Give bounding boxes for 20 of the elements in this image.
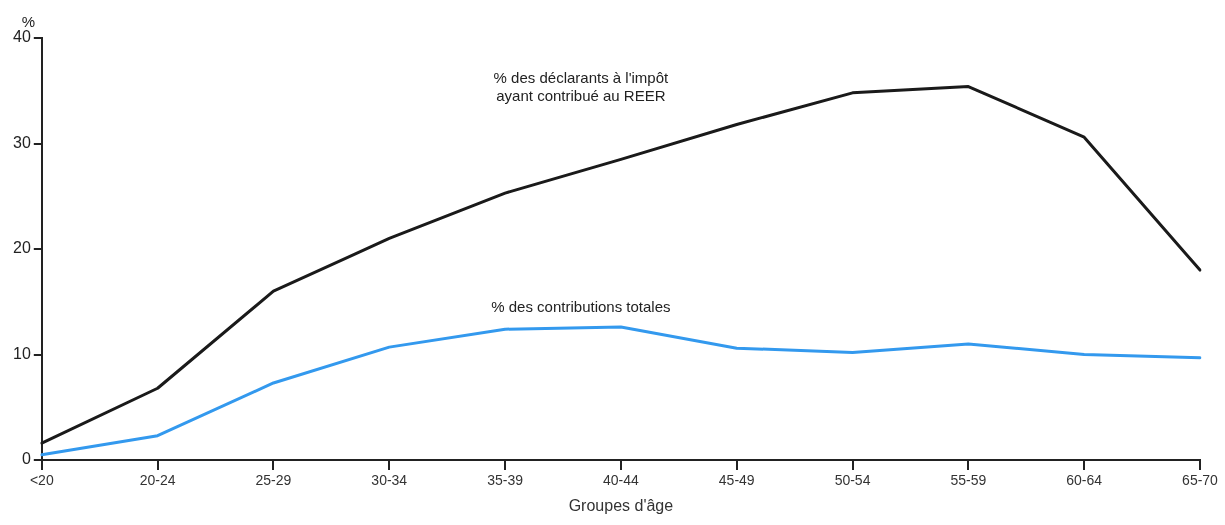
x-tick-label: 20-24 (139, 472, 176, 489)
x-tick-label: 35-39 (487, 472, 524, 489)
y-tick-label: 20 (13, 239, 31, 257)
annotation: % des contributions totales (491, 297, 671, 315)
y-axis-title: % (21, 12, 36, 30)
x-tick-label: <20 (29, 472, 54, 489)
y-tick-label: 40 (13, 28, 31, 46)
x-tick-label: 40-44 (602, 472, 640, 489)
y-tick-label: 0 (21, 450, 31, 468)
x-tick-label: 25-29 (255, 472, 292, 489)
x-tick-label: 50-54 (834, 472, 871, 489)
y-tick-label: 30 (13, 133, 31, 151)
x-tick-label: 65-70 (1182, 472, 1219, 489)
y-tick-label: 10 (13, 344, 31, 362)
x-axis-title: Groupes d'âge (568, 496, 674, 514)
x-tick-label: 55-59 (950, 472, 987, 489)
x-tick-label: 60-64 (1066, 472, 1103, 489)
annotation: % des déclarants à l'impôt ayant contribué au REER (493, 68, 670, 104)
x-tick-label: 45-49 (718, 472, 755, 489)
x-tick-label: 30-34 (371, 472, 408, 489)
